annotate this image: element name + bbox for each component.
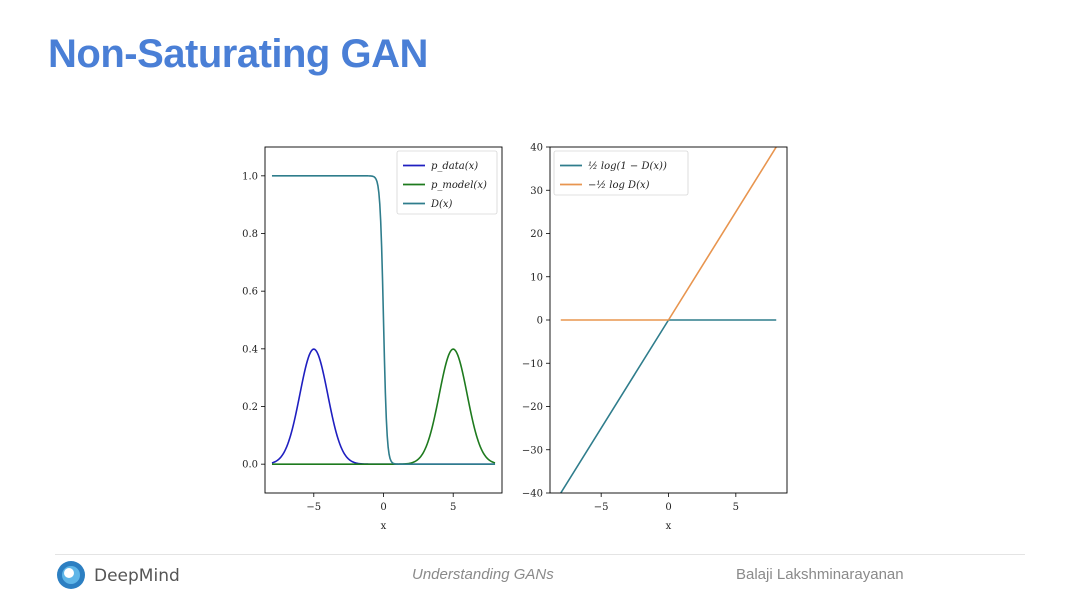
legend-label: −½ log D(x) <box>588 180 650 191</box>
legend-label: p_model(x) <box>431 180 487 191</box>
y-tick-label: −40 <box>522 489 543 500</box>
chart-generator-loss: −5 0 5 −40 −30 −20 −10 0 10 20 30 40 x ½ log(1 − D(x)… <box>522 143 788 532</box>
footer-divider <box>55 554 1025 555</box>
x-axis-label: x <box>666 521 672 532</box>
author-name: Balaji Lakshminarayanan <box>736 566 904 583</box>
x-tick-label: −5 <box>594 502 609 513</box>
x-axis-label: x <box>381 521 387 532</box>
series-line-1 <box>560 319 777 493</box>
slide-title: Non-Saturating GAN <box>48 32 428 76</box>
x-tick-label: 0 <box>380 502 386 513</box>
x-tick-label: 5 <box>450 502 456 513</box>
legend-label: p_data(x) <box>431 161 478 172</box>
brand-name: DeepMind <box>94 566 180 586</box>
deepmind-logo-icon <box>57 561 85 589</box>
y-tick-label: 0.0 <box>242 460 258 471</box>
series-line-2 <box>560 147 777 321</box>
talk-title: Understanding GANs <box>412 566 554 583</box>
chart-density-discriminator: −5 0 5 0.0 0.2 0.4 0.6 0.8 1.0 x p_data(x) p_model(… <box>242 146 503 532</box>
y-tick-label: 20 <box>530 229 543 240</box>
x-tick-label: −5 <box>306 502 321 513</box>
y-tick-label: 0 <box>537 316 543 327</box>
legend-box <box>396 150 498 215</box>
y-tick-label: 0.8 <box>242 229 258 240</box>
legend-label: D(x) <box>430 199 453 210</box>
y-tick-label: −10 <box>522 359 543 370</box>
y-tick-label: −20 <box>522 402 543 413</box>
legend-label: ½ log(1 − D(x)) <box>588 161 667 172</box>
y-tick-label: 1.0 <box>242 171 258 182</box>
y-tick-label: 30 <box>530 186 543 197</box>
y-tick-label: 40 <box>530 143 543 154</box>
y-tick-label: 10 <box>530 272 543 283</box>
series-line-2 <box>271 348 496 465</box>
y-tick-label: 0.6 <box>242 287 258 298</box>
legend-box <box>553 150 689 196</box>
y-tick-label: −30 <box>522 445 543 456</box>
x-tick-label: 0 <box>665 502 671 513</box>
series-line-3 <box>271 175 496 465</box>
y-tick-label: 0.2 <box>242 402 258 413</box>
y-tick-label: 0.4 <box>242 344 258 355</box>
x-tick-label: 5 <box>733 502 739 513</box>
